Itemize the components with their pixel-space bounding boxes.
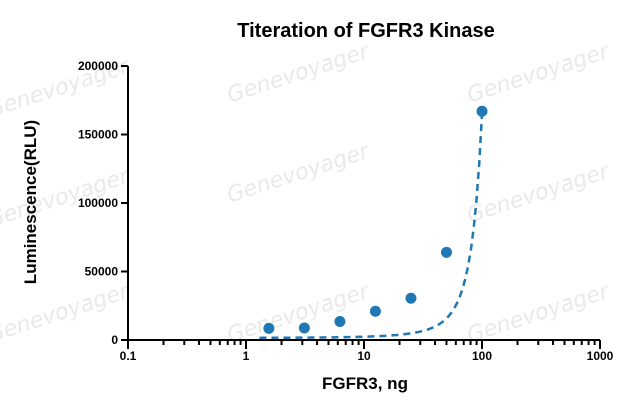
data-point — [476, 105, 488, 117]
watermark-text: Genevoyager — [464, 159, 614, 229]
x-tick-label: 1 — [243, 349, 250, 363]
x-axis-label: FGFR3, ng — [322, 374, 408, 393]
y-tick-label: 0 — [111, 333, 118, 347]
watermark-layer: Genevoyager Genevoyager Genevoyager Genevoy… — [0, 39, 614, 349]
y-tick-label: 150000 — [78, 128, 118, 142]
data-point — [334, 316, 346, 328]
y-tick-label: 200000 — [78, 59, 118, 73]
data-point — [263, 322, 275, 334]
data-point — [440, 246, 452, 258]
fit-curve — [259, 113, 484, 340]
watermark-text: Genevoyager — [464, 279, 614, 349]
y-axis-label: Luminescence(RLU) — [21, 120, 40, 284]
data-point — [298, 322, 310, 334]
data-points — [263, 105, 488, 334]
watermark-text: Genevoyager — [464, 39, 614, 109]
watermark-text: Genevoyager — [224, 139, 374, 209]
axes: 0.1 1 10 100 1000 0 50000 100000 150000 200000 — [78, 59, 614, 363]
data-point — [369, 305, 381, 317]
chart-title: Titeration of FGFR3 Kinase — [237, 20, 494, 42]
y-tick-label: 100000 — [78, 196, 118, 210]
x-tick-label: 100 — [472, 349, 492, 363]
x-tick-label: 1000 — [587, 349, 614, 363]
y-tick-label: 50000 — [85, 265, 119, 279]
x-tick-label: 0.1 — [120, 349, 137, 363]
data-point — [405, 292, 417, 304]
watermark-text: Genevoyager — [224, 39, 374, 109]
x-tick-label: 10 — [357, 349, 371, 363]
